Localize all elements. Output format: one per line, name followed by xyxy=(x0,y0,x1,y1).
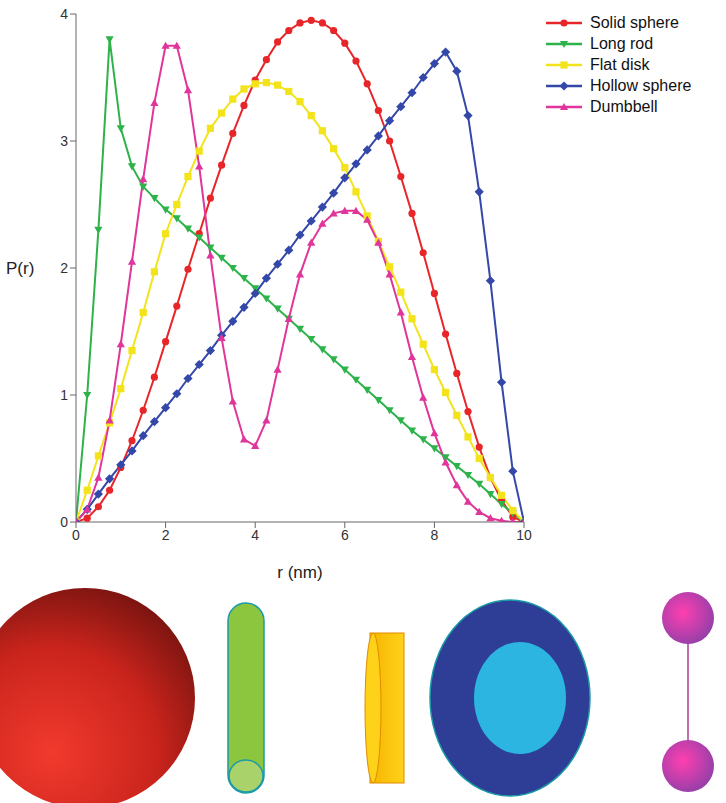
html-text:Long rod: Long rod xyxy=(590,34,654,52)
svg-text:3: 3 xyxy=(60,133,68,149)
html-text:Hollow sphere: Hollow sphere xyxy=(590,76,692,94)
html-text:Solid sphere: Solid sphere xyxy=(590,13,679,31)
svg-text:P(r): P(r) xyxy=(6,259,34,278)
html-text:Flat disk: Flat disk xyxy=(590,55,650,73)
svg-text:0: 0 xyxy=(72,527,80,543)
svg-text:r (nm): r (nm) xyxy=(277,563,322,582)
svg-text:4: 4 xyxy=(60,6,68,22)
svg-text:8: 8 xyxy=(431,527,439,543)
svg-text:2: 2 xyxy=(162,527,170,543)
svg-text:6: 6 xyxy=(341,527,349,543)
svg-text:10: 10 xyxy=(516,527,532,543)
svg-text:2: 2 xyxy=(60,260,68,276)
svg-text:0: 0 xyxy=(60,514,68,530)
svg-text:1: 1 xyxy=(60,387,68,403)
html-text:Dumbbell: Dumbbell xyxy=(590,97,658,115)
svg-text:4: 4 xyxy=(251,527,259,543)
